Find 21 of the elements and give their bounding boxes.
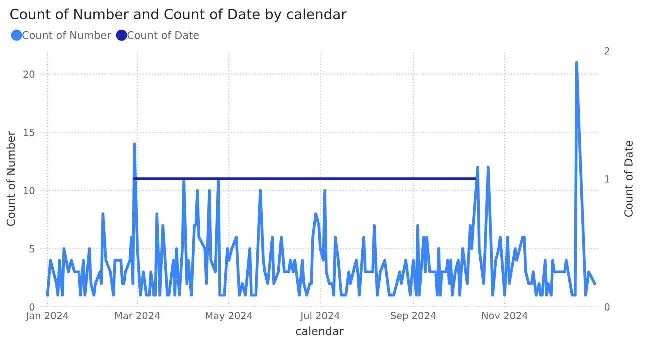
legend-label: Count of Date xyxy=(128,31,199,40)
y2-axis-title: Count of Date xyxy=(624,140,633,218)
x-tick-label: Mar 2024 xyxy=(115,312,160,320)
x-tick-label: May 2024 xyxy=(206,312,253,322)
chart-title: Count of Number and Count of Date by calendar xyxy=(10,8,347,22)
y-tick-label: 0 xyxy=(30,304,35,311)
y2-tick-label: 1 xyxy=(605,176,610,183)
x-tick-label: Jan 2024 xyxy=(26,312,69,322)
y-tick-label: 20 xyxy=(24,70,35,78)
x-tick-label: Jul 2024 xyxy=(300,312,340,322)
y2-tick-label: 2 xyxy=(604,48,610,55)
line-series xyxy=(46,61,596,297)
y-axis-title: Count of Number xyxy=(6,131,16,226)
y-tick-label: 15 xyxy=(24,129,34,136)
x-tick-label: Sep 2024 xyxy=(391,312,436,322)
legend-label: Count of Number xyxy=(22,31,112,40)
y-tick-label: 5 xyxy=(30,245,34,253)
y-tick-label: 10 xyxy=(24,187,35,195)
y2-tick-label: 0 xyxy=(604,304,610,311)
x-tick-label: Nov 2024 xyxy=(482,312,528,320)
x-axis-title: calendar xyxy=(296,326,344,336)
